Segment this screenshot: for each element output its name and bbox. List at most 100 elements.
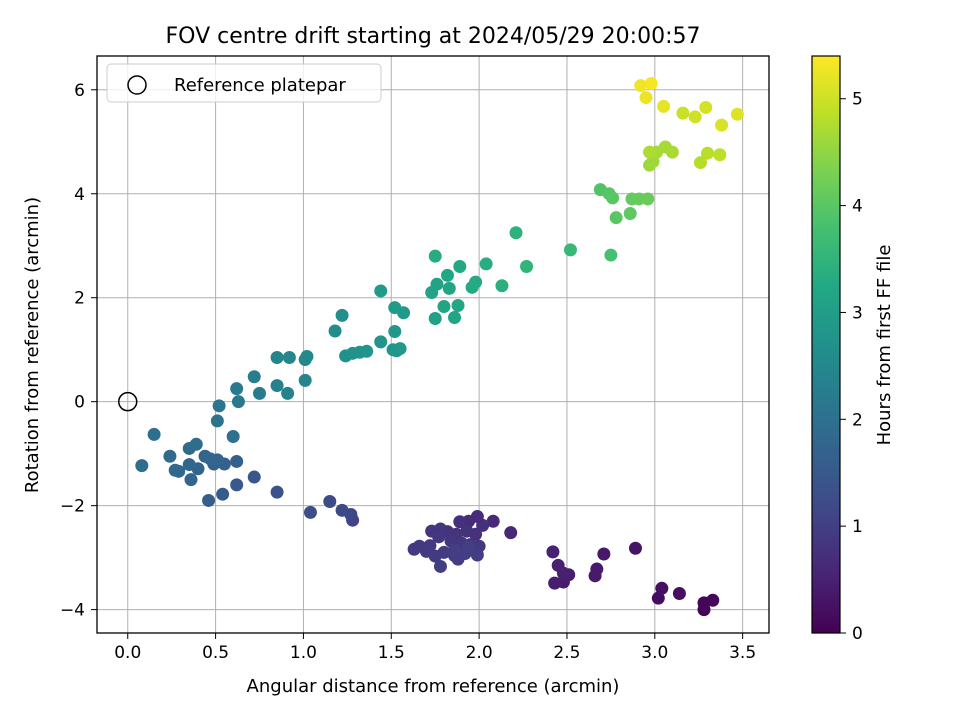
data-point xyxy=(323,494,337,508)
x-tick-label: 3.0 xyxy=(641,643,668,663)
data-point xyxy=(203,452,217,466)
data-point xyxy=(693,156,707,170)
colorbar-tick-label: 4 xyxy=(852,197,863,217)
data-point xyxy=(202,493,216,507)
data-point xyxy=(189,437,203,451)
data-point xyxy=(469,275,483,289)
data-point xyxy=(216,487,230,501)
data-point xyxy=(270,485,284,499)
data-point xyxy=(672,586,686,600)
data-point xyxy=(328,324,342,338)
data-point xyxy=(374,335,388,349)
data-point xyxy=(730,107,744,121)
data-point xyxy=(442,281,456,295)
data-point xyxy=(433,559,447,573)
data-point xyxy=(182,458,196,472)
data-point xyxy=(212,399,226,413)
data-point xyxy=(479,257,493,271)
colorbar-tick-label: 0 xyxy=(852,624,863,644)
data-point xyxy=(460,524,474,538)
data-point xyxy=(360,344,374,358)
data-point xyxy=(374,284,388,298)
data-point xyxy=(230,454,244,468)
data-point xyxy=(486,514,500,528)
data-point xyxy=(448,543,462,557)
data-point xyxy=(651,591,665,605)
x-tick-label: 0.0 xyxy=(114,643,141,663)
data-point xyxy=(644,77,658,91)
data-point xyxy=(300,349,314,363)
y-axis-ticks: −4 −2 0 2 4 6 xyxy=(60,81,97,621)
data-point xyxy=(641,192,655,206)
x-tick-label: 1.5 xyxy=(378,643,405,663)
data-point xyxy=(397,306,411,320)
data-point xyxy=(147,427,161,441)
data-point xyxy=(655,581,669,595)
data-point xyxy=(453,515,467,529)
data-point xyxy=(253,386,267,400)
data-point xyxy=(163,449,177,463)
data-point xyxy=(462,540,476,554)
colorbar-tick-label: 5 xyxy=(852,90,863,110)
y-tick-label: 6 xyxy=(74,81,85,101)
y-tick-label: −2 xyxy=(60,497,85,517)
data-point xyxy=(665,145,679,159)
colorbar-label: Hours from first FF file xyxy=(874,245,895,446)
data-point xyxy=(504,526,518,540)
colorbar-tick-label: 3 xyxy=(852,303,863,323)
data-point xyxy=(623,207,637,221)
data-point xyxy=(701,146,715,160)
data-point xyxy=(270,379,284,393)
x-tick-label: 3.5 xyxy=(729,643,756,663)
y-tick-label: 2 xyxy=(74,289,85,309)
data-point xyxy=(643,145,657,159)
data-point xyxy=(715,118,729,132)
x-tick-label: 2.5 xyxy=(553,643,580,663)
data-point xyxy=(476,518,490,532)
data-point xyxy=(451,299,465,313)
y-tick-label: 4 xyxy=(74,185,85,205)
data-point xyxy=(428,249,442,263)
data-point xyxy=(606,191,620,205)
x-axis-label: Angular distance from reference (arcmin) xyxy=(247,676,620,697)
grid xyxy=(97,56,769,633)
data-point xyxy=(495,279,509,293)
data-point xyxy=(135,459,149,473)
colorbar-ticks: 0 1 2 3 4 5 xyxy=(840,90,863,644)
chart-title: FOV centre drift starting at 2024/05/29 … xyxy=(166,24,701,49)
reference-point-marker xyxy=(117,391,138,412)
x-tick-label: 0.5 xyxy=(202,643,229,663)
data-point xyxy=(509,226,523,240)
data-point xyxy=(270,350,284,364)
data-point xyxy=(609,211,623,225)
x-tick-label: 2.0 xyxy=(466,643,493,663)
legend-label: Reference platepar xyxy=(174,75,346,96)
legend: Reference platepar xyxy=(106,63,382,103)
data-point xyxy=(407,542,421,556)
data-point xyxy=(230,382,244,396)
data-point xyxy=(628,541,642,555)
data-point xyxy=(428,312,442,326)
data-point xyxy=(520,260,534,274)
data-point xyxy=(437,300,451,314)
data-point xyxy=(184,473,198,487)
y-axis-label: Rotation from reference (arcmin) xyxy=(22,197,43,493)
data-point xyxy=(688,110,702,124)
data-point xyxy=(168,463,182,477)
legend-box xyxy=(106,63,382,103)
data-point xyxy=(230,478,244,492)
data-point xyxy=(604,248,618,262)
data-point xyxy=(590,562,604,576)
data-point xyxy=(231,395,245,409)
colorbar-tick-label: 1 xyxy=(852,517,863,537)
y-tick-label: −4 xyxy=(60,601,85,621)
plot-frame xyxy=(96,55,770,634)
data-point xyxy=(546,545,560,559)
data-point xyxy=(335,308,349,322)
data-point xyxy=(303,505,317,519)
data-point xyxy=(440,268,454,282)
data-point xyxy=(282,350,296,364)
data-point xyxy=(298,373,312,387)
data-point xyxy=(335,503,349,517)
data-point xyxy=(597,547,611,561)
